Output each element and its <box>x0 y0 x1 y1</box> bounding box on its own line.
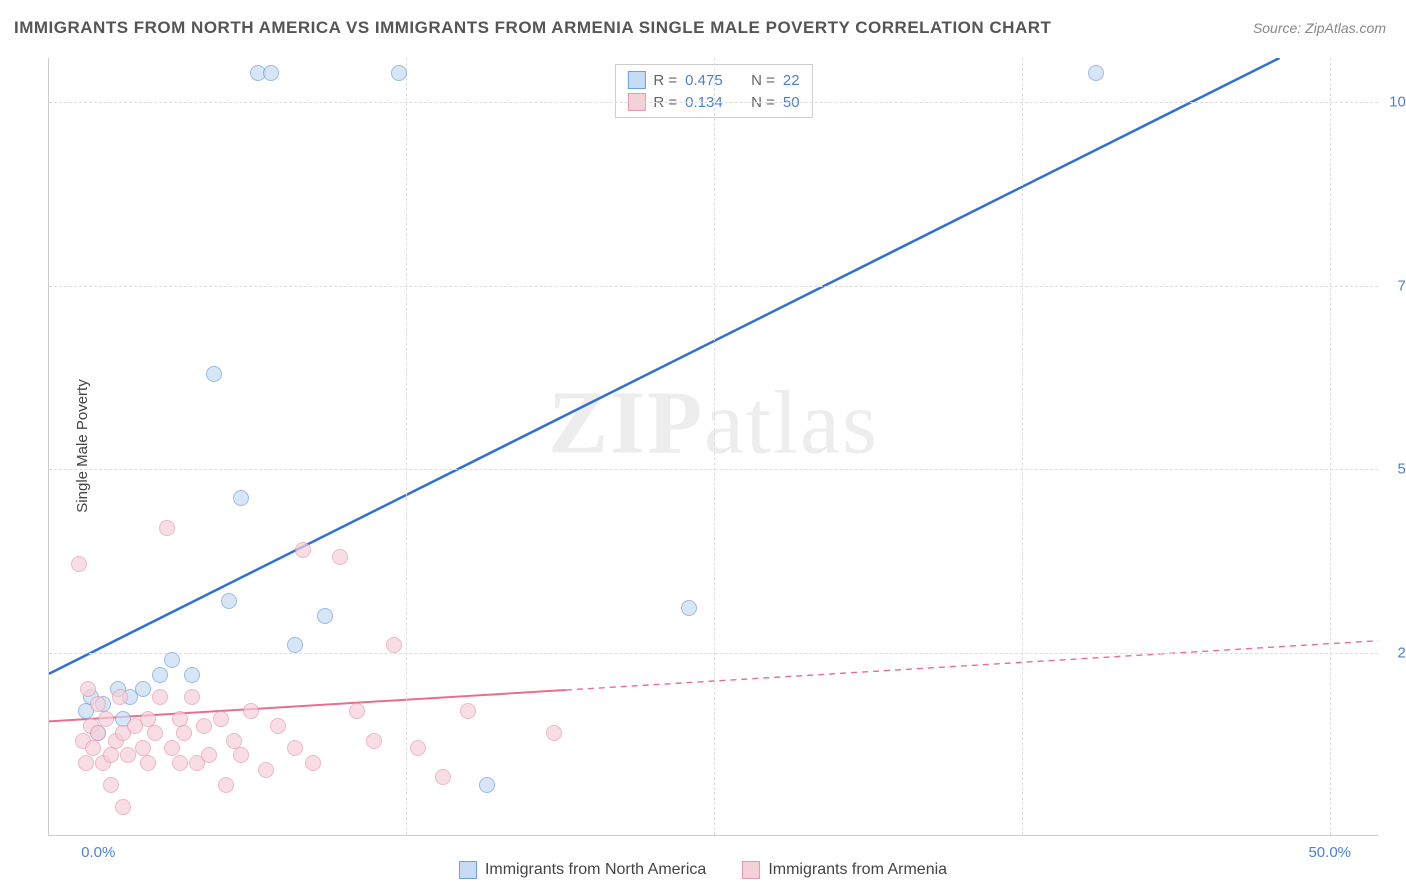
legend-series-label-arm: Immigrants from Armenia <box>768 861 947 879</box>
scatter-point-arm <box>78 755 94 771</box>
scatter-point-na <box>391 65 407 81</box>
scatter-point-na <box>479 777 495 793</box>
scatter-point-arm <box>196 718 212 734</box>
scatter-point-arm <box>460 703 476 719</box>
scatter-point-arm <box>164 740 180 756</box>
scatter-point-na <box>317 608 333 624</box>
scatter-point-arm <box>305 755 321 771</box>
scatter-point-arm <box>172 711 188 727</box>
scatter-point-arm <box>546 725 562 741</box>
y-tick-label: 25.0% <box>1380 644 1406 661</box>
scatter-point-arm <box>135 740 151 756</box>
scatter-point-na <box>287 637 303 653</box>
x-tick-label: 0.0% <box>81 844 115 861</box>
plot-area: ZIPatlas R =0.475N =22R =0.134N =50 25.0… <box>48 58 1378 836</box>
scatter-point-na <box>206 366 222 382</box>
scatter-point-na <box>184 667 200 683</box>
scatter-point-arm <box>410 740 426 756</box>
scatter-point-na <box>135 681 151 697</box>
scatter-point-na <box>681 600 697 616</box>
legend-N-label: N = <box>751 72 775 89</box>
scatter-point-arm <box>103 777 119 793</box>
scatter-point-arm <box>386 637 402 653</box>
legend-series-swatch-arm <box>742 861 760 879</box>
scatter-point-arm <box>435 769 451 785</box>
scatter-point-arm <box>103 747 119 763</box>
scatter-point-na <box>263 65 279 81</box>
scatter-point-arm <box>159 520 175 536</box>
legend-R-label: R = <box>653 72 677 89</box>
scatter-point-arm <box>98 711 114 727</box>
legend-R-value-na: 0.475 <box>685 72 733 89</box>
legend-series-label-na: Immigrants from North America <box>485 861 706 879</box>
gridline-vertical <box>1022 58 1023 835</box>
gridline-vertical <box>714 58 715 835</box>
scatter-point-na <box>233 490 249 506</box>
trend-line-na <box>49 58 1280 674</box>
scatter-point-arm <box>233 747 249 763</box>
watermark-light: atlas <box>704 374 879 473</box>
scatter-point-arm <box>218 777 234 793</box>
legend-series-item-arm: Immigrants from Armenia <box>742 861 947 879</box>
y-tick-label: 100.0% <box>1380 94 1406 111</box>
legend-swatch-na <box>627 71 645 89</box>
scatter-point-arm <box>140 711 156 727</box>
watermark-bold: ZIP <box>548 374 704 473</box>
scatter-point-arm <box>120 747 136 763</box>
scatter-point-arm <box>349 703 365 719</box>
scatter-point-arm <box>332 549 348 565</box>
scatter-point-arm <box>176 725 192 741</box>
source-attribution: Source: ZipAtlas.com <box>1253 20 1386 36</box>
scatter-point-arm <box>85 740 101 756</box>
scatter-point-arm <box>366 733 382 749</box>
scatter-point-arm <box>147 725 163 741</box>
scatter-point-arm <box>201 747 217 763</box>
scatter-point-arm <box>112 689 128 705</box>
scatter-point-na <box>1088 65 1104 81</box>
scatter-point-arm <box>295 542 311 558</box>
scatter-point-arm <box>213 711 229 727</box>
scatter-point-arm <box>90 725 106 741</box>
scatter-point-na <box>221 593 237 609</box>
legend-series-item-na: Immigrants from North America <box>459 861 706 879</box>
scatter-point-arm <box>140 755 156 771</box>
y-tick-label: 75.0% <box>1380 277 1406 294</box>
scatter-point-arm <box>270 718 286 734</box>
scatter-point-arm <box>184 689 200 705</box>
scatter-point-arm <box>152 689 168 705</box>
legend-series: Immigrants from North America Immigrants … <box>0 861 1406 884</box>
trend-line-arm-dashed <box>566 641 1378 690</box>
scatter-point-arm <box>80 681 96 697</box>
x-tick-label: 50.0% <box>1308 844 1351 861</box>
scatter-point-arm <box>90 696 106 712</box>
gridline-vertical <box>406 58 407 835</box>
scatter-point-arm <box>258 762 274 778</box>
scatter-point-na <box>152 667 168 683</box>
scatter-point-arm <box>226 733 242 749</box>
scatter-point-arm <box>71 556 87 572</box>
chart-title: IMMIGRANTS FROM NORTH AMERICA VS IMMIGRA… <box>14 18 1051 38</box>
legend-N-value-na: 22 <box>783 72 800 89</box>
scatter-point-na <box>164 652 180 668</box>
gridline-vertical <box>1330 58 1331 835</box>
legend-series-swatch-na <box>459 861 477 879</box>
scatter-point-arm <box>172 755 188 771</box>
scatter-point-arm <box>243 703 259 719</box>
y-tick-label: 50.0% <box>1380 461 1406 478</box>
scatter-point-arm <box>287 740 303 756</box>
scatter-point-arm <box>115 799 131 815</box>
